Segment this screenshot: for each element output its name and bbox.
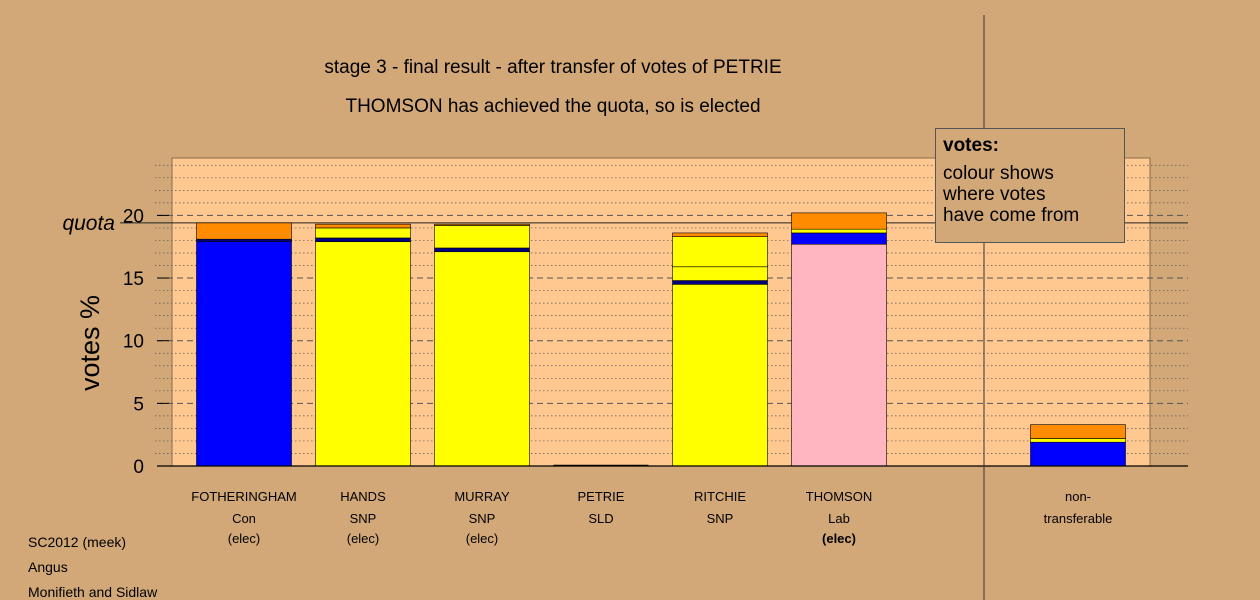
bar-segment [791,232,887,245]
chart-title: stage 3 - final result - after transfer … [324,57,781,78]
legend-line-2: where votes [943,184,1046,205]
footer-line-2: Angus [28,559,68,575]
candidate-name: THOMSON [806,489,872,504]
candidate-status: (elec) [822,531,856,546]
bar-segment [315,241,411,467]
y-tick-label: 0 [133,457,144,478]
y-tick-label: 20 [123,206,144,227]
bar-segment [434,251,530,467]
candidate-name: non- [1065,489,1091,504]
candidate-party: Con [232,511,256,526]
footer-line-1: SC2012 (meek) [28,534,127,550]
legend-line-3: have come from [943,205,1080,226]
bar-segment [434,223,530,226]
y-tick-label: 15 [123,269,144,290]
bar-segment [315,237,411,243]
candidate-name: FOTHERINGHAM [191,489,296,504]
bar-segment [1030,438,1126,443]
bar-segment [315,223,411,229]
candidate-name: PETRIE [578,489,625,504]
bars [196,212,1126,467]
legend-title: votes: [943,135,999,156]
bar-segment [315,227,411,239]
candidate-party: SNP [707,511,734,526]
bar-segment [672,232,768,238]
quota-label: quota [62,212,115,235]
bar-segment [196,238,292,243]
candidate-party: Lab [828,511,850,526]
bar-segment [791,243,887,467]
legend-line-1: colour shows [943,163,1054,184]
chart-subtitle: THOMSON has achieved the quota, so is el… [345,96,760,117]
candidate-name: HANDS [340,489,386,504]
bar-segment [791,228,887,234]
candidate-party: SNP [469,511,496,526]
x-axis-labels: FOTHERINGHAM Con (elec) HANDS SNP (elec) MURRA… [191,489,1112,546]
candidate-status: (elec) [228,531,261,546]
candidate-status: (elec) [347,531,380,546]
y-axis: 0 5 10 15 20 [123,206,1188,478]
candidate-party: SLD [588,511,613,526]
bar-segment [791,212,887,230]
bar-segment [1030,441,1126,467]
legend: votes: colour shows where votes have com… [935,128,1125,243]
candidate-party: SNP [350,511,377,526]
bar-segment [434,225,530,249]
footer-line-3: Monifieth and Sidlaw [28,584,158,600]
bar-segment [672,280,768,285]
candidate-party: transferable [1044,511,1113,526]
bar-segment [196,241,292,467]
bar-segment [672,266,768,281]
bar-segment [672,236,768,268]
candidate-name: MURRAY [454,489,510,504]
y-tick-label: 10 [123,332,144,353]
bar-segment [196,222,292,240]
bar-segment [434,247,530,253]
candidate-status: (elec) [466,531,499,546]
y-tick-label: 5 [133,394,144,415]
candidate-name: RITCHIE [694,489,746,504]
bar-segment [1030,424,1126,439]
y-axis-label: votes % [75,295,105,391]
bar-segment [672,284,768,467]
